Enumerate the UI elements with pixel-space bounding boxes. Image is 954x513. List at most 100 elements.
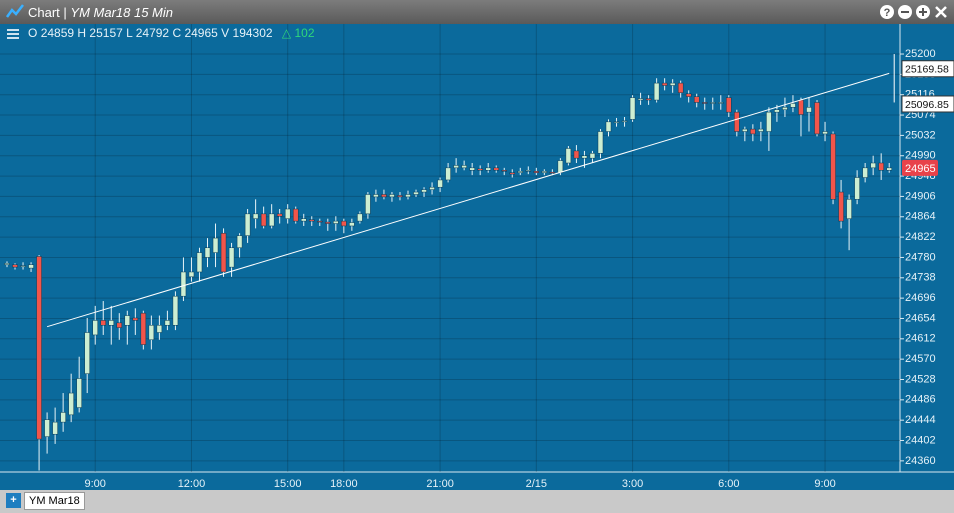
svg-text:?: ? (884, 7, 891, 19)
candle-body (317, 220, 323, 223)
price-box (901, 95, 954, 113)
candle-body (669, 82, 676, 86)
quote-value: 25157 (89, 26, 123, 40)
y-tick-label: 24444 (905, 414, 936, 426)
candle-body (766, 111, 772, 132)
last-price-box (902, 159, 938, 176)
candle-body (405, 194, 411, 198)
candle-body (589, 153, 596, 159)
candle-body (469, 167, 475, 171)
candle-body (244, 213, 251, 236)
y-tick-label: 24696 (905, 292, 936, 304)
symbol-tab[interactable]: YM Mar18 (24, 492, 85, 510)
candle-body (124, 315, 131, 326)
candle-body (573, 150, 580, 159)
candle-body (212, 237, 219, 253)
candle-body (661, 82, 668, 86)
candle-body (20, 265, 26, 267)
y-tick-label: 25200 (905, 48, 936, 60)
candle-body (341, 220, 347, 227)
y-tick-label: 24864 (905, 211, 936, 223)
y-tick-label: 24528 (905, 373, 936, 385)
x-tick-label: 9:00 (814, 478, 835, 490)
candle-body (806, 107, 812, 113)
candle-body (637, 98, 644, 101)
candle-body (156, 324, 163, 333)
candle-body (758, 128, 764, 132)
quote-value: 194302 (232, 26, 273, 40)
candle-body (726, 97, 732, 113)
candle-body (862, 167, 868, 178)
candle-body (710, 102, 716, 104)
candle-body (677, 82, 684, 94)
price-box (901, 60, 954, 78)
x-tick-label: 21:00 (426, 478, 454, 490)
quote-label: O (28, 26, 38, 40)
candle-body (774, 109, 780, 113)
y-tick-label: 25032 (905, 129, 936, 141)
candle-body (260, 213, 267, 227)
candle-body (68, 392, 74, 416)
candle-body (854, 177, 860, 200)
change-value: 102 (294, 26, 315, 40)
candle-body (180, 271, 187, 297)
candle-body (76, 378, 82, 408)
candle-body (116, 322, 123, 328)
candle-body (477, 168, 483, 171)
candle-body (196, 252, 203, 273)
y-tick-label: 24402 (905, 434, 936, 446)
candle-body (12, 264, 18, 268)
x-tick-label: 2/15 (526, 478, 547, 490)
x-tick-label: 18:00 (330, 478, 358, 490)
candle-body (533, 170, 540, 173)
candle-body (581, 155, 588, 159)
chart-icon (5, 4, 24, 18)
candle-body (501, 170, 507, 172)
candle-body (461, 165, 467, 169)
candle-body (84, 332, 90, 374)
candle-body (421, 189, 427, 193)
y-tick-label: 24612 (905, 333, 936, 345)
quote-label: C (172, 26, 182, 40)
candle-body (653, 82, 660, 101)
candle-body (60, 412, 66, 423)
candle-body (389, 194, 395, 198)
menu-icon[interactable] (6, 27, 22, 41)
y-tick-label: 24906 (905, 190, 936, 202)
candle-body (509, 172, 516, 175)
candle-body (886, 167, 892, 171)
quote-value: 24792 (135, 26, 170, 40)
candle-body (276, 213, 283, 217)
candle-body (798, 99, 804, 115)
x-tick-label: 15:00 (274, 478, 302, 490)
x-tick-label: 6:00 (718, 478, 739, 490)
candle-body (413, 191, 419, 195)
candle-body (790, 103, 796, 108)
candle-body (164, 320, 171, 326)
candle-body (381, 194, 387, 198)
candle-body (565, 148, 572, 164)
candle-body (140, 312, 147, 345)
title-text: Chart (28, 5, 60, 20)
candle-body (878, 162, 884, 171)
candle-body (44, 419, 50, 437)
candle-body (734, 111, 740, 132)
candle-body (645, 98, 652, 101)
candle-body (108, 320, 115, 326)
candle-body (92, 320, 98, 336)
y-tick-label: 24360 (905, 455, 936, 467)
candle-body (373, 194, 379, 198)
add-tab[interactable]: + (6, 493, 21, 508)
candle-body (822, 131, 828, 135)
candle-body (268, 213, 275, 227)
candle-body (357, 213, 363, 222)
x-tick-label: 12:00 (178, 478, 206, 490)
candle-body (750, 128, 756, 135)
candle-body (453, 165, 459, 169)
y-tick-label: 24822 (905, 231, 936, 243)
window-buttons[interactable]: ? (878, 3, 952, 23)
candle-body (541, 170, 548, 173)
candle-body (846, 199, 852, 219)
candle-body (525, 170, 532, 172)
